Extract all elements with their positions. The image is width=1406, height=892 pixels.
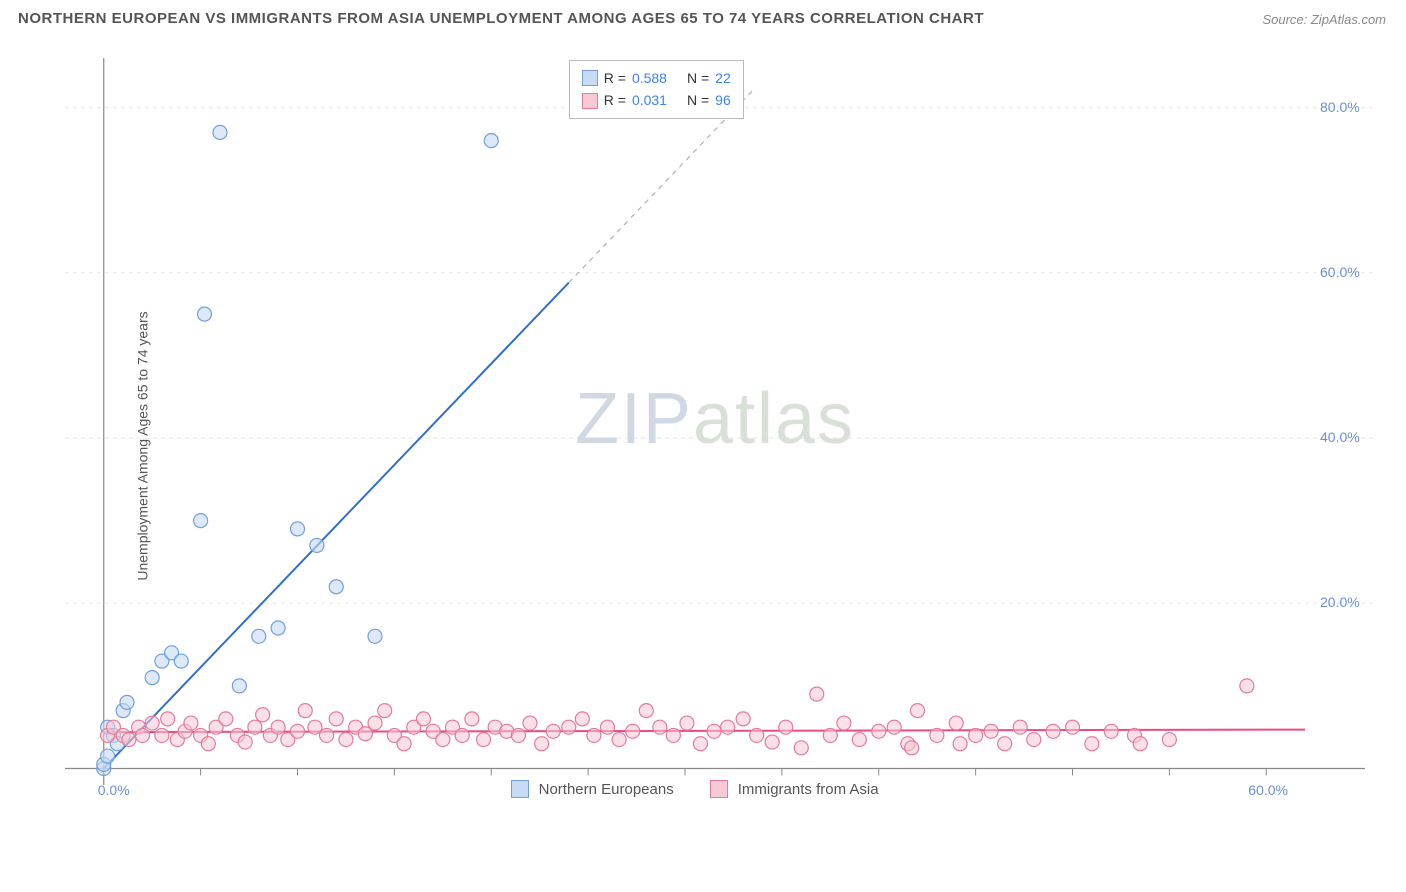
source-label: Source: ZipAtlas.com (1262, 12, 1386, 27)
legend-series-label: Immigrants from Asia (738, 781, 879, 798)
n-label: N = (687, 89, 709, 111)
x-tick-label: 60.0% (1248, 782, 1288, 798)
y-tick-label: 80.0% (1320, 99, 1360, 115)
legend-series-label: Northern Europeans (539, 781, 674, 798)
series-legend: Northern Europeans Immigrants from Asia (511, 780, 905, 798)
legend-correlation-row: R = 0.588 N = 22 (582, 67, 731, 89)
chart-title: NORTHERN EUROPEAN VS IMMIGRANTS FROM ASI… (18, 10, 984, 27)
n-value: 96 (715, 89, 731, 111)
r-label: R = (604, 67, 626, 89)
chart-canvas (55, 40, 1375, 830)
legend-swatch (710, 780, 728, 798)
legend-swatch (582, 70, 598, 86)
n-value: 22 (715, 67, 731, 89)
legend-swatch (511, 780, 529, 798)
r-label: R = (604, 89, 626, 111)
legend-correlation-row: R = 0.031 N = 96 (582, 89, 731, 111)
legend-swatch (582, 93, 598, 109)
scatter-plot: ZIPatlas R =0.588N =22R =0.031N =96 (55, 40, 1375, 830)
r-value: 0.588 (632, 67, 667, 89)
n-label: N = (687, 67, 709, 89)
y-tick-label: 60.0% (1320, 264, 1360, 280)
x-tick-label: 0.0% (98, 782, 130, 798)
r-value: 0.031 (632, 89, 667, 111)
correlation-legend: R = 0.588 N = 22 R = 0.031 N = 96 (569, 60, 744, 119)
y-tick-label: 40.0% (1320, 429, 1360, 445)
y-tick-label: 20.0% (1320, 594, 1360, 610)
